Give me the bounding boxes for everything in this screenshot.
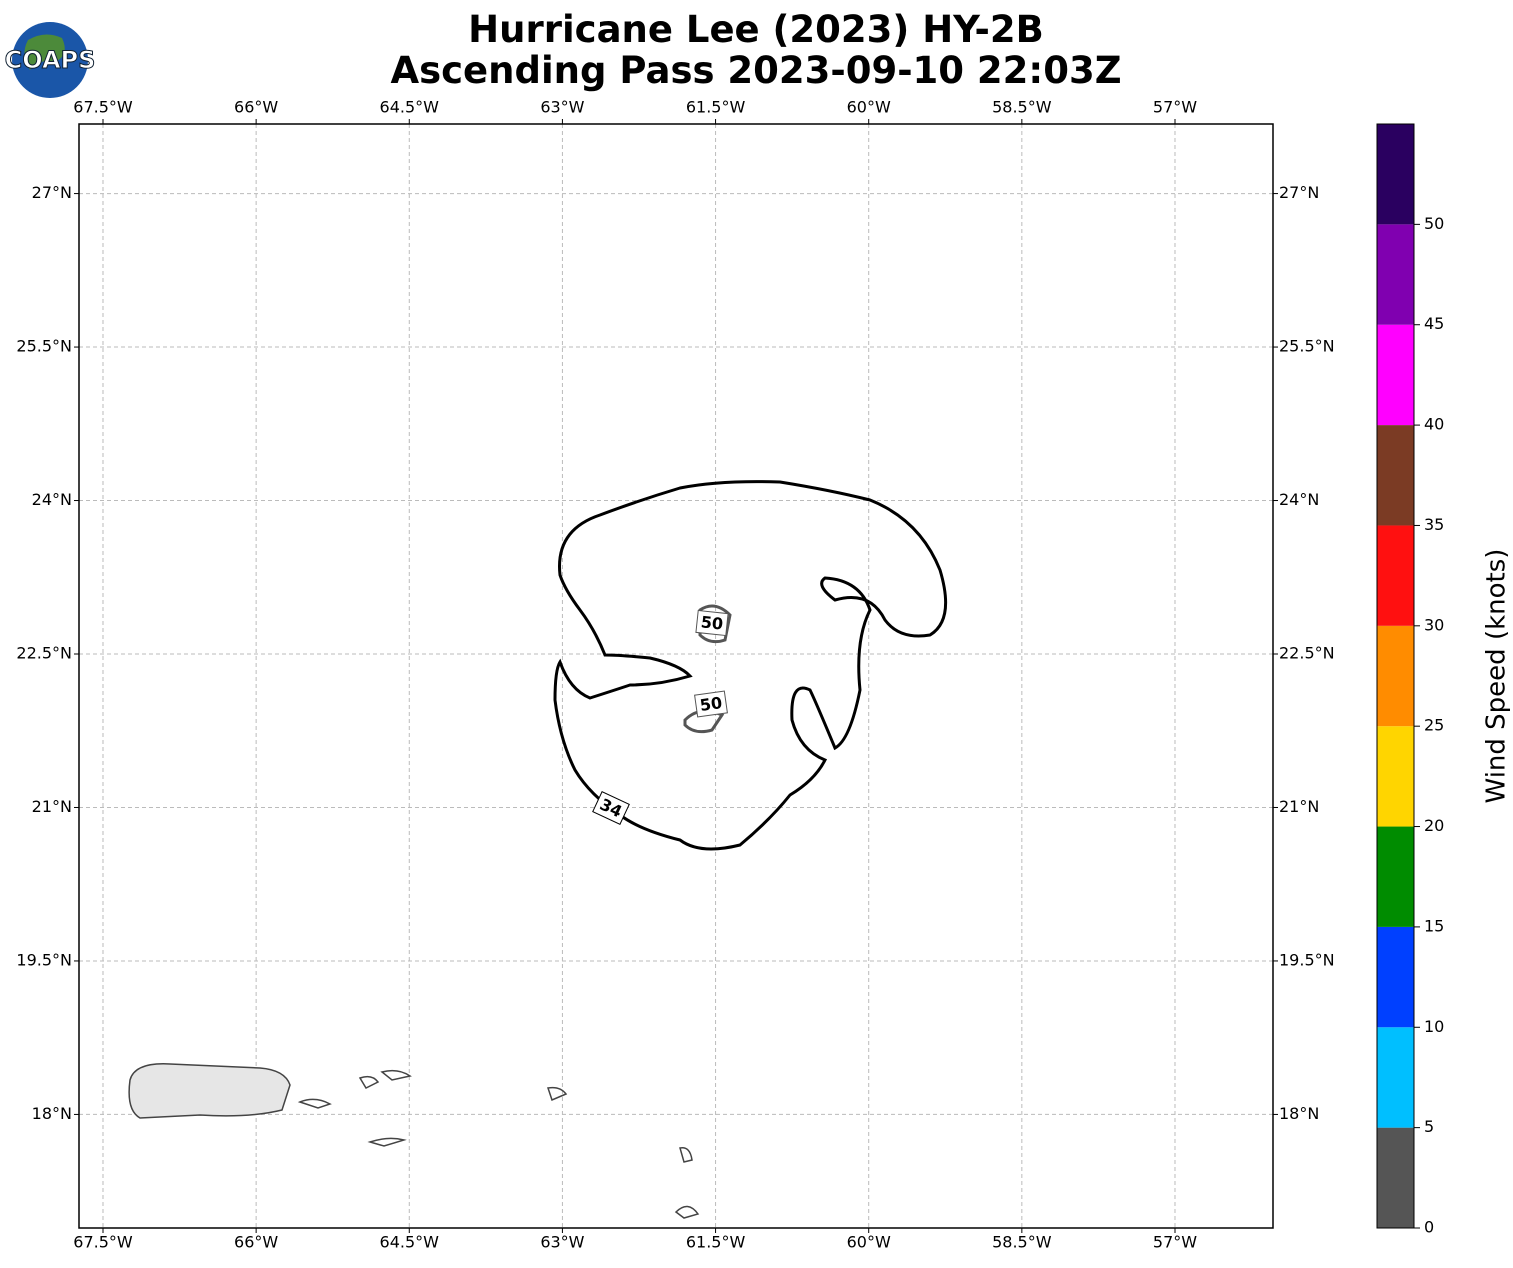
colorbar-segment bbox=[1377, 224, 1414, 325]
y-tick-label: 19.5°N bbox=[1279, 950, 1335, 969]
x-tick-label: 63°W bbox=[540, 98, 584, 117]
colorbar: 0 5 10 15 20 25 30 35 40 45 50 bbox=[1376, 123, 1444, 1237]
colorbar-tick-label: 5 bbox=[1424, 1117, 1434, 1136]
x-tick-label: 60°W bbox=[847, 98, 891, 117]
contour-label-text: 50 bbox=[700, 612, 724, 633]
colorbar-tick-label: 45 bbox=[1424, 314, 1444, 333]
colorbar-tick-label: 0 bbox=[1424, 1218, 1434, 1237]
colorbar-segment bbox=[1377, 625, 1414, 727]
colorbar-segment bbox=[1377, 124, 1414, 225]
y-tick-label: 22.5°N bbox=[1279, 644, 1335, 663]
colorbar-tick-label: 35 bbox=[1424, 515, 1444, 534]
colorbar-segment bbox=[1377, 926, 1414, 1028]
colorbar-segment bbox=[1377, 826, 1414, 927]
contour-label: 50 bbox=[694, 690, 728, 718]
x-tick-label: 61.5°W bbox=[686, 98, 746, 117]
y-tick-label: 18°N bbox=[1279, 1104, 1319, 1123]
logo: COAPS bbox=[4, 22, 96, 98]
y-tick-label: 25.5°N bbox=[16, 337, 72, 356]
y-tick-label: 24°N bbox=[1279, 490, 1319, 509]
x-tick-label: 58.5°W bbox=[992, 98, 1052, 117]
contour-label-box bbox=[592, 791, 630, 825]
colorbar-tick-label: 20 bbox=[1424, 816, 1444, 835]
y-tick-label: 25.5°N bbox=[1279, 337, 1335, 356]
y-tick-label: 24°N bbox=[32, 490, 72, 509]
map: 50 50 34 bbox=[78, 123, 1274, 1229]
colorbar-tick-label: 30 bbox=[1424, 615, 1444, 634]
colorbar-segment bbox=[1377, 726, 1414, 827]
colorbar-tick-label: 15 bbox=[1424, 916, 1444, 935]
contour-50 bbox=[683, 709, 725, 734]
chart-title: Hurricane Lee (2023) HY-2B bbox=[468, 8, 1044, 51]
x-tick-label: 66°W bbox=[234, 98, 278, 117]
chart-subtitle: Ascending Pass 2023-09-10 22:03Z bbox=[390, 49, 1121, 92]
contour-label: 50 bbox=[695, 609, 729, 637]
colorbar-segment bbox=[1377, 1027, 1414, 1128]
logo-land bbox=[24, 34, 65, 70]
colorbar-segment bbox=[1377, 425, 1414, 526]
island bbox=[128, 1063, 291, 1119]
contour-label-box bbox=[694, 690, 728, 718]
y-tick-label: 21°N bbox=[32, 797, 72, 816]
x-tick-label: 57°W bbox=[1153, 98, 1197, 117]
colorbar-tick-label: 40 bbox=[1424, 415, 1444, 434]
colorbar-tick-label: 10 bbox=[1424, 1017, 1444, 1036]
contour-label-box bbox=[695, 609, 729, 637]
x-tick-label: 57°W bbox=[1153, 1233, 1197, 1252]
colorbar-segment bbox=[1377, 525, 1414, 626]
contour-34 bbox=[553, 480, 948, 851]
x-tick-label: 61.5°W bbox=[686, 1233, 746, 1252]
x-tick-label: 66°W bbox=[234, 1233, 278, 1252]
x-tick-label: 67.5°W bbox=[73, 98, 133, 117]
x-tick-label: 58.5°W bbox=[992, 1233, 1052, 1252]
y-tick-label: 18°N bbox=[32, 1104, 72, 1123]
colorbar-frame bbox=[1376, 123, 1415, 1229]
logo-text: COAPS bbox=[5, 46, 96, 74]
colorbar-tick-label: 50 bbox=[1424, 214, 1444, 233]
y-tick-label: 19.5°N bbox=[16, 950, 72, 969]
y-tick-label: 27°N bbox=[1279, 183, 1319, 202]
map-area bbox=[79, 124, 1273, 1228]
map-frame bbox=[78, 123, 1274, 1229]
colorbar-segment bbox=[1377, 1127, 1414, 1228]
islands bbox=[297, 1069, 700, 1219]
x-tick-label: 64.5°W bbox=[380, 98, 440, 117]
y-tick-label: 27°N bbox=[32, 183, 72, 202]
contour-label-text: 50 bbox=[699, 693, 724, 715]
y-tick-label: 22.5°N bbox=[16, 644, 72, 663]
grid bbox=[79, 124, 1273, 1228]
contour-50 bbox=[698, 604, 732, 644]
colorbar-label: Wind Speed (knots) bbox=[1482, 549, 1512, 804]
x-tick-label: 60°W bbox=[847, 1233, 891, 1252]
y-tick-label: 21°N bbox=[1279, 797, 1319, 816]
colorbar-tick-label: 25 bbox=[1424, 716, 1444, 735]
x-tick-label: 63°W bbox=[540, 1233, 584, 1252]
colorbar-segment bbox=[1377, 324, 1414, 426]
x-tick-label: 64.5°W bbox=[380, 1233, 440, 1252]
x-tick-label: 67.5°W bbox=[73, 1233, 133, 1252]
